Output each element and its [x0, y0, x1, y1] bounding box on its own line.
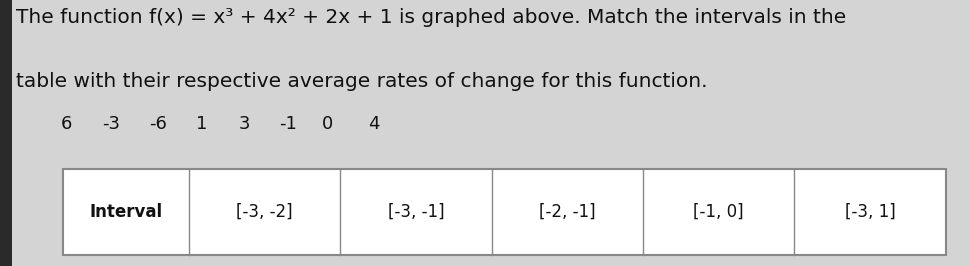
- Text: 3: 3: [238, 115, 250, 133]
- Text: table with their respective average rates of change for this function.: table with their respective average rate…: [16, 72, 707, 91]
- Text: [-3, -1]: [-3, -1]: [388, 203, 444, 221]
- Text: [-2, -1]: [-2, -1]: [539, 203, 595, 221]
- Text: Interval: Interval: [89, 203, 163, 221]
- Text: [-3, 1]: [-3, 1]: [844, 203, 894, 221]
- Text: -1: -1: [279, 115, 297, 133]
- Text: [-3, -2]: [-3, -2]: [236, 203, 293, 221]
- Bar: [0, 0, 12, 266]
- Text: 0: 0: [322, 115, 333, 133]
- Text: The function f(x) = x³ + 4x² + 2x + 1 is graphed above. Match the intervals in t: The function f(x) = x³ + 4x² + 2x + 1 is…: [16, 8, 846, 27]
- Text: -3: -3: [103, 115, 120, 133]
- Bar: [63, 169, 945, 255]
- Text: [-1, 0]: [-1, 0]: [693, 203, 743, 221]
- Text: -6: -6: [149, 115, 167, 133]
- Text: 1: 1: [196, 115, 207, 133]
- Text: 4: 4: [367, 115, 379, 133]
- Text: 6: 6: [60, 115, 72, 133]
